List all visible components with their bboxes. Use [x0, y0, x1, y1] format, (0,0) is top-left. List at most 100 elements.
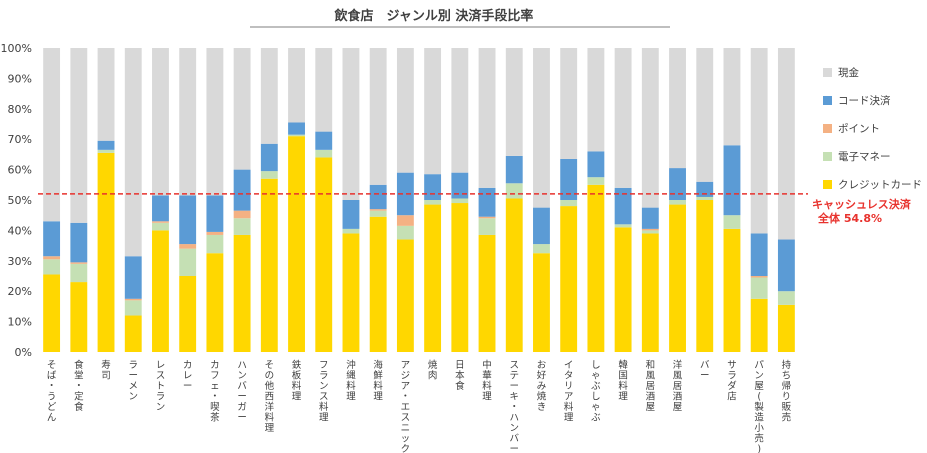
bar-segment: [179, 244, 197, 249]
bar-segment: [451, 198, 469, 204]
bar-segment: [369, 216, 387, 352]
bar-segment: [669, 48, 686, 169]
bar-segment: [206, 231, 224, 235]
y-tick-label: 30%: [8, 255, 32, 268]
y-tick-label: 10%: [8, 316, 32, 329]
bar-segment: [43, 48, 61, 222]
bar-segment: [152, 230, 169, 352]
bar-segment: [750, 298, 768, 352]
category-label: 和風居酒屋: [646, 360, 656, 413]
category-label: 持ち帰り販売: [782, 359, 792, 424]
category-label: フランス料理: [319, 360, 329, 424]
bar-segment: [70, 282, 88, 352]
bar-segment: [124, 300, 142, 316]
bar-segment: [696, 48, 714, 182]
bar-segment: [396, 172, 414, 216]
y-tick-label: 50%: [8, 194, 32, 207]
y-tick-label: 90%: [8, 72, 32, 85]
bar-segment: [369, 209, 387, 211]
bar-segment: [152, 221, 169, 223]
bar-segment: [70, 263, 88, 283]
bar-segment: [260, 171, 278, 179]
bar-segment: [669, 200, 686, 205]
bar-segment: [451, 172, 469, 199]
bar-segment: [777, 291, 795, 305]
bar-segment: [641, 233, 659, 352]
bar-segment: [152, 48, 169, 196]
legend-label: クレジットカード: [838, 179, 922, 191]
bar-segment: [723, 215, 741, 229]
bar-segment: [641, 207, 659, 229]
bar-segment: [669, 204, 686, 352]
bar-segment: [43, 274, 61, 352]
bar-segment: [233, 48, 251, 170]
bar-segment: [424, 174, 442, 200]
bar-segment: [505, 155, 523, 184]
category-label: 焼肉: [428, 359, 438, 382]
bar-segment: [124, 315, 142, 352]
bar-segment: [97, 48, 115, 141]
bar-segment: [288, 122, 305, 135]
bar-segment: [179, 48, 197, 196]
bar-segment: [179, 248, 197, 276]
category-label: しゃぶしゃぶ: [591, 360, 601, 424]
bar-segment: [750, 277, 768, 299]
bar-segment: [560, 158, 578, 200]
bar-segment: [206, 195, 224, 232]
bars: [43, 48, 795, 352]
legend-swatch: [823, 152, 832, 161]
legend-swatch: [823, 96, 832, 105]
category-label: サラダ店: [727, 360, 737, 403]
bar-segment: [179, 276, 197, 352]
bar-segment: [260, 178, 278, 352]
bar-segment: [233, 234, 251, 352]
bar-segment: [723, 145, 741, 216]
legend-swatch: [823, 124, 832, 133]
bar-segment: [696, 200, 714, 352]
bar-segment: [750, 48, 768, 234]
bar-segment: [288, 48, 305, 123]
bar-segment: [478, 187, 496, 217]
category-label: お好み焼き: [537, 360, 547, 413]
bar-segment: [505, 48, 523, 156]
bar-segment: [587, 184, 605, 352]
bar-segment: [777, 304, 795, 352]
bar-segment: [396, 215, 414, 226]
bar-segment: [206, 253, 224, 352]
bar-segment: [342, 200, 360, 229]
bar-segment: [696, 196, 714, 200]
bar-segment: [97, 140, 115, 150]
bar-segment: [424, 204, 442, 352]
legend-label: 現金: [838, 66, 859, 79]
category-label: 海鮮料理: [373, 359, 383, 403]
y-tick-label: 60%: [8, 164, 32, 177]
category-label: 食堂・定食: [74, 359, 84, 413]
annotation-line-2: 全体 54.8%: [817, 211, 882, 225]
bar-segment: [260, 48, 278, 144]
bar-segment: [560, 48, 578, 159]
bar-segment: [396, 48, 414, 173]
bar-segment: [750, 276, 768, 278]
category-label: 洋風居酒屋: [673, 359, 683, 413]
bar-segment: [614, 187, 632, 225]
bar-segment: [505, 183, 523, 199]
bar-segment: [97, 149, 115, 153]
bar-segment: [206, 48, 224, 196]
bar-segment: [179, 195, 197, 245]
bar-segment: [315, 48, 333, 132]
y-tick-label: 100%: [1, 42, 32, 55]
bar-segment: [369, 48, 387, 185]
category-label: 鉄板料理: [292, 359, 302, 403]
legend-label: ポイント: [838, 123, 880, 135]
y-tick-label: 70%: [8, 133, 32, 146]
bar-segment: [124, 256, 142, 299]
category-label: バー: [700, 360, 710, 382]
bar-segment: [560, 206, 578, 352]
bar-segment: [43, 256, 61, 260]
bar-segment: [533, 253, 550, 352]
bar-segment: [233, 169, 251, 211]
bar-segment: [641, 228, 659, 231]
bar-segment: [233, 218, 251, 235]
bar-segment: [288, 136, 305, 352]
bar-segment: [723, 48, 741, 146]
